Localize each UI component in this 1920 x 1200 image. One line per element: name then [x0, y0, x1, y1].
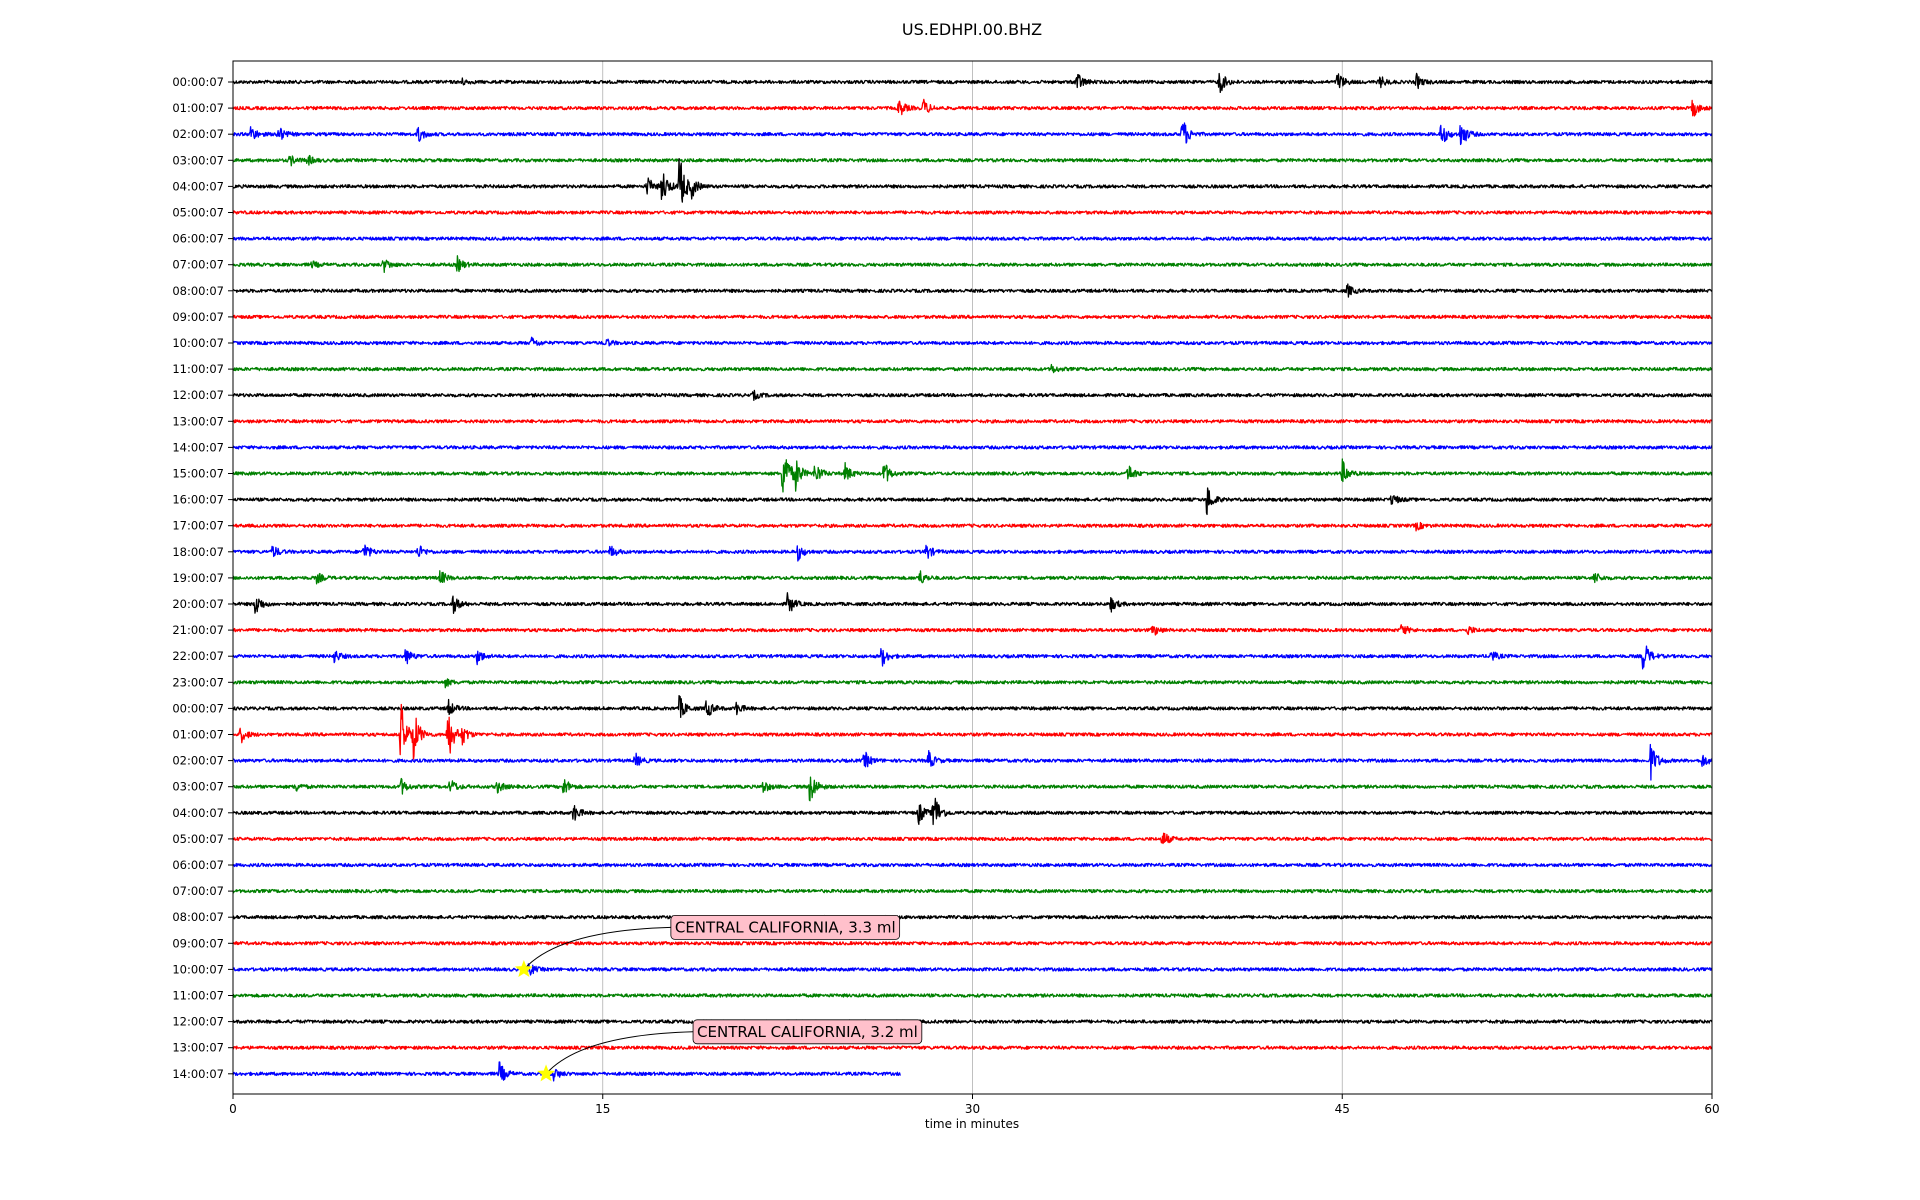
row-time-label: 11:00:07: [172, 362, 224, 376]
x-tick-label: 0: [229, 1102, 237, 1116]
trace-line: [232, 544, 1713, 562]
x-tick-label: 45: [1335, 1102, 1350, 1116]
row-time-label: 03:00:07: [172, 780, 224, 794]
row-time-label: 00:00:07: [172, 701, 224, 715]
x-axis-label: time in minutes: [925, 1117, 1019, 1131]
row-time-label: 05:00:07: [172, 206, 224, 220]
row-time-label: 02:00:07: [172, 754, 224, 768]
chart-title: US.EDHPI.00.BHZ: [902, 20, 1042, 39]
trace-line: [232, 941, 1713, 946]
trace-line: [232, 98, 1713, 117]
annotation-label: CENTRAL CALIFORNIA, 3.2 ml: [697, 1023, 918, 1041]
row-time-label: 17:00:07: [172, 519, 224, 533]
row-time-label: 07:00:07: [172, 884, 224, 898]
row-time-label: 08:00:07: [172, 910, 224, 924]
trace-line: [232, 419, 1713, 424]
trace-line: [232, 458, 1713, 493]
trace-line: [232, 72, 1713, 94]
trace-line: [232, 678, 1713, 689]
trace-line: [232, 445, 1713, 450]
trace-line: [232, 703, 1713, 760]
row-time-label: 13:00:07: [172, 414, 224, 428]
annotation-connector: [545, 1031, 694, 1075]
row-time-label: 06:00:07: [172, 858, 224, 872]
row-time-label: 11:00:07: [172, 989, 224, 1003]
trace-line: [232, 570, 1713, 585]
trace-line: [232, 776, 1713, 802]
row-time-label: 08:00:07: [172, 284, 224, 298]
annotation-label: CENTRAL CALIFORNIA, 3.3 ml: [675, 918, 896, 936]
row-time-label: 15:00:07: [172, 467, 224, 481]
trace-line: [232, 592, 1713, 614]
trace-line: [232, 283, 1713, 298]
row-time-label: 04:00:07: [172, 179, 224, 193]
row-time-label: 16:00:07: [172, 493, 224, 507]
trace-line: [232, 487, 1713, 516]
trace-line: [232, 862, 1713, 868]
trace-line: [232, 914, 1713, 920]
trace-line: [232, 694, 1713, 718]
trace-line: [232, 122, 1713, 146]
trace-line: [232, 1061, 901, 1082]
trace-line: [232, 993, 1713, 998]
row-time-label: 09:00:07: [172, 936, 224, 950]
row-time-label: 10:00:07: [172, 962, 224, 976]
event-star-marker: [514, 959, 533, 978]
row-time-label: 12:00:07: [172, 1015, 224, 1029]
row-time-label: 14:00:07: [172, 1067, 224, 1081]
row-time-label: 10:00:07: [172, 336, 224, 350]
trace-line: [232, 797, 1713, 826]
event-annotations: CENTRAL CALIFORNIA, 3.3 ml CENTRAL CALIFO…: [514, 915, 923, 1082]
trace-line: [232, 210, 1713, 215]
row-time-label: 14:00:07: [172, 440, 224, 454]
trace-line: [232, 1019, 1713, 1024]
row-time-label: 21:00:07: [172, 623, 224, 637]
trace-line: [232, 963, 1713, 976]
row-time-label: 07:00:07: [172, 258, 224, 272]
row-time-label: 18:00:07: [172, 545, 224, 559]
trace-line: [232, 236, 1713, 241]
row-time-label: 23:00:07: [172, 675, 224, 689]
seismic-traces: [232, 72, 1713, 1082]
row-time-label: 19:00:07: [172, 571, 224, 585]
row-time-label: 20:00:07: [172, 597, 224, 611]
trace-line: [232, 832, 1713, 845]
row-time-label: 09:00:07: [172, 310, 224, 324]
row-time-label: 03:00:07: [172, 153, 224, 167]
row-time-label: 04:00:07: [172, 806, 224, 820]
trace-line: [232, 1045, 1713, 1050]
row-time-label: 22:00:07: [172, 649, 224, 663]
x-tick-label: 60: [1704, 1102, 1719, 1116]
x-tick-label: 30: [965, 1102, 980, 1116]
row-time-labels: 00:00:07 01:00:07 02:00:07 03:00:07 04:00:07…: [172, 75, 233, 1081]
trace-line: [232, 645, 1713, 670]
x-axis-ticks: 0 15 30 45 60: [229, 1094, 1720, 1116]
row-time-label: 01:00:07: [172, 728, 224, 742]
row-time-label: 01:00:07: [172, 101, 224, 115]
row-time-label: 06:00:07: [172, 232, 224, 246]
row-time-label: 02:00:07: [172, 127, 224, 141]
trace-line: [232, 158, 1713, 203]
row-time-label: 00:00:07: [172, 75, 224, 89]
event-annotation: CENTRAL CALIFORNIA, 3.3 ml: [514, 915, 901, 978]
event-annotation: CENTRAL CALIFORNIA, 3.2 ml: [537, 1019, 923, 1082]
x-tick-label: 15: [595, 1102, 610, 1116]
trace-line: [232, 363, 1713, 374]
trace-line: [232, 624, 1713, 636]
trace-line: [232, 389, 1713, 401]
trace-line: [232, 521, 1713, 532]
trace-line: [232, 336, 1713, 347]
trace-line: [232, 314, 1713, 320]
row-time-label: 05:00:07: [172, 832, 224, 846]
event-star-marker: [537, 1064, 555, 1082]
trace-line: [232, 154, 1713, 167]
trace-line: [232, 255, 1713, 274]
trace-line: [232, 888, 1713, 894]
row-time-label: 12:00:07: [172, 388, 224, 402]
annotation-connector: [523, 926, 671, 970]
row-time-label: 13:00:07: [172, 1041, 224, 1055]
trace-line: [232, 743, 1713, 781]
